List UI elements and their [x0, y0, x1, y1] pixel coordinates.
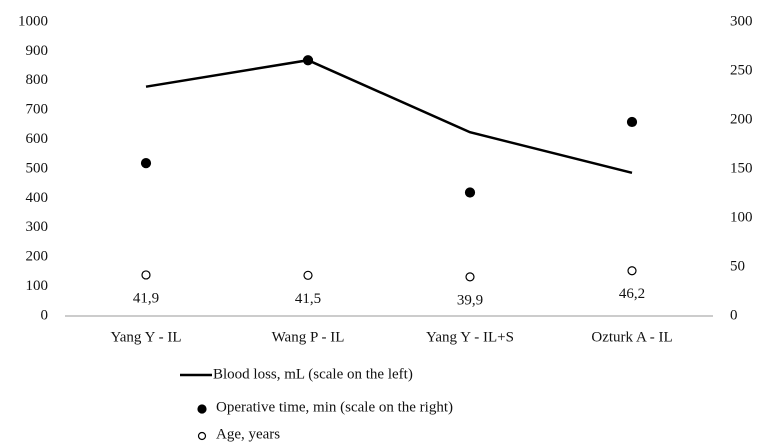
legend-marker [197, 431, 207, 441]
y2-tick-label: 50 [730, 258, 745, 274]
open-point [141, 270, 151, 280]
y-tick-label: 900 [26, 43, 49, 59]
x-tick-label: Yang Y - IL [110, 329, 181, 345]
legend-label: Operative time, min (scale on the right) [216, 399, 453, 415]
y2-tick-label: 100 [730, 209, 753, 225]
point [464, 187, 476, 198]
y-tick-label: 1000 [18, 13, 48, 29]
y-tick-label: 300 [26, 219, 49, 235]
y2-tick-label: 300 [730, 13, 753, 29]
y2-tick-label: 150 [730, 160, 753, 176]
y2-tick-label: 0 [730, 307, 738, 323]
x-tick-label: Ozturk A - IL [591, 329, 672, 345]
open-point [303, 270, 313, 280]
line-series [145, 58, 633, 175]
point [302, 55, 314, 66]
data-label: 46,2 [619, 286, 645, 302]
y-tick-label: 700 [26, 102, 49, 118]
y2-tick-label: 250 [730, 62, 753, 78]
y-tick-label: 500 [26, 160, 49, 176]
y-tick-label: 600 [26, 131, 49, 147]
y2-tick-label: 200 [730, 111, 753, 127]
data-label: 41,5 [295, 291, 321, 307]
data-label: 41,9 [133, 290, 159, 306]
x-tick-label: Wang P - IL [272, 329, 345, 345]
point [626, 116, 638, 128]
data-label: 39,9 [457, 292, 483, 308]
legend-label: Age, years [216, 426, 280, 442]
legend-marker [197, 404, 207, 414]
open-point [465, 272, 475, 282]
y-tick-label: 800 [26, 72, 49, 88]
y-tick-label: 100 [26, 278, 49, 294]
open-point [627, 266, 637, 276]
y-tick-label: 200 [26, 249, 49, 265]
y-tick-label: 0 [41, 307, 49, 323]
y-tick-label: 400 [26, 190, 49, 206]
x-tick-label: Yang Y - IL+S [426, 329, 514, 345]
point [140, 158, 152, 169]
legend-label: Blood loss, mL (scale on the left) [213, 366, 413, 382]
